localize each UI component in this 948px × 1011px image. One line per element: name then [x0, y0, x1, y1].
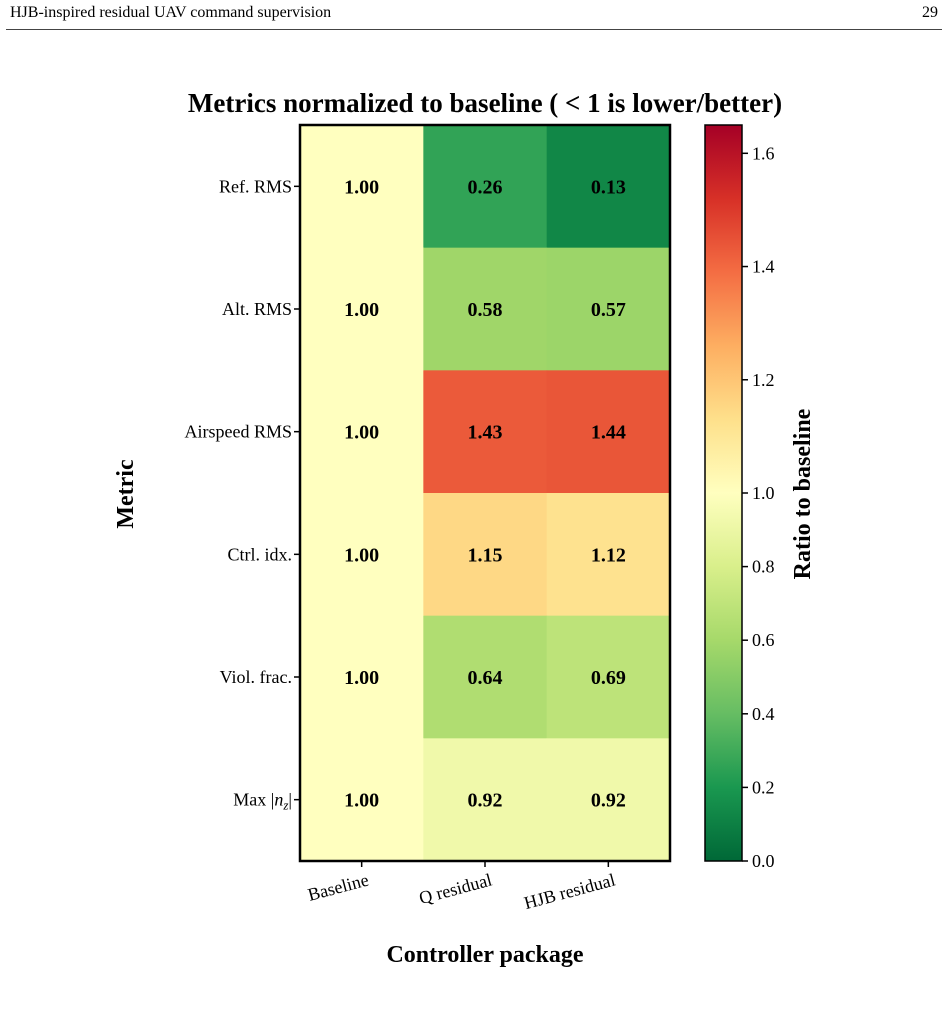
- x-axis-label: Controller package: [386, 942, 583, 968]
- heatmap-cell: [546, 493, 671, 617]
- colorbar-label: Ratio to baseline: [790, 408, 816, 579]
- cell-value-label: 1.44: [591, 422, 626, 444]
- heatmap-cell: [546, 125, 671, 249]
- cell-value-label: 1.43: [468, 422, 503, 444]
- row-tick-label: Airspeed RMS: [185, 422, 293, 442]
- heatmap-cells: [300, 125, 671, 862]
- heatmap-cell: [300, 125, 424, 249]
- column-tick-label: Baseline: [306, 870, 371, 905]
- heatmap-cell: [546, 738, 671, 862]
- cell-value-label: 1.00: [344, 422, 379, 444]
- cell-value-label: 0.92: [591, 790, 626, 812]
- cell-value-label: 0.92: [468, 790, 503, 812]
- colorbar-tick-label: 0.8: [752, 557, 775, 577]
- cell-value-label: 0.69: [591, 667, 626, 689]
- colorbar-tick-label: 0.2: [752, 777, 775, 797]
- cell-value-label: 0.58: [468, 299, 503, 321]
- colorbar-tick-label: 1.4: [752, 257, 775, 277]
- cell-value-label: 1.00: [344, 176, 379, 198]
- row-tick-label: Viol. frac.: [220, 667, 292, 687]
- column-tick-labels: Baseline Q residual HJB residual: [306, 861, 617, 914]
- heatmap-cell: [300, 615, 424, 739]
- cell-value-label: 0.13: [591, 176, 626, 198]
- heatmap-cell: [300, 493, 424, 617]
- colorbar-tick-label: 1.2: [752, 370, 775, 390]
- heatmap-cell: [423, 125, 548, 249]
- colorbar-tick-label: 0.6: [752, 630, 775, 650]
- cell-value-label: 1.12: [591, 544, 626, 566]
- heatmap-cell: [423, 738, 548, 862]
- heatmap-cell: [423, 493, 548, 617]
- heatmap-cell: [546, 370, 671, 494]
- cell-value-label: 1.00: [344, 790, 379, 812]
- colorbar: 0.0 0.2 0.4 0.6 0.8 1.0 1.2 1.4 1.6 Ratio to bas…: [704, 124, 816, 871]
- colorbar-tick-label: 0.4: [752, 704, 775, 724]
- colorbar-ticks: 0.0 0.2 0.4 0.6 0.8 1.0 1.2 1.4 1.6: [742, 143, 775, 871]
- heatmap-cell: [546, 615, 671, 739]
- column-tick-label: Q residual: [417, 870, 494, 909]
- heatmap-cell: [423, 247, 548, 371]
- row-tick-label: Ctrl. idx.: [227, 544, 292, 564]
- cell-value-label: 0.26: [468, 176, 503, 198]
- colorbar-tick-label: 1.0: [752, 483, 775, 503]
- heatmap-cell: [300, 738, 424, 862]
- column-tick-label: HJB residual: [522, 870, 617, 914]
- cell-value-label: 0.57: [591, 299, 626, 321]
- heatmap-cell: [423, 370, 548, 494]
- header-rule: [6, 29, 942, 30]
- heatmap-cell-labels: 1.00 0.26 0.13 1.00 0.58 0.57 1.00 1.43 1.44 1.00…: [344, 176, 626, 811]
- cell-value-label: 1.15: [468, 544, 503, 566]
- running-header: HJB-inspired residual UAV command superv…: [0, 0, 948, 40]
- cell-value-label: 1.00: [344, 544, 379, 566]
- colorbar-tick-label: 1.6: [752, 143, 775, 163]
- y-axis-label: Metric: [113, 459, 139, 529]
- cell-value-label: 1.00: [344, 299, 379, 321]
- row-tick-label: Alt. RMS: [222, 299, 292, 319]
- running-header-title: HJB-inspired residual UAV command superv…: [10, 4, 332, 21]
- cell-value-label: 0.64: [468, 667, 503, 689]
- colorbar-gradient: [704, 124, 743, 862]
- colorbar-tick-label: 0.0: [752, 851, 775, 871]
- row-tick-label: Ref. RMS: [219, 176, 292, 196]
- row-tick-label: Max |nz|: [233, 790, 292, 813]
- row-tick-labels: Ref. RMS Alt. RMS Airspeed RMS Ctrl. idx. Vi…: [185, 176, 300, 813]
- heatmap-cell: [546, 247, 671, 371]
- heatmap-cell: [300, 247, 424, 371]
- page-body-fragment: [175, 989, 855, 1011]
- cell-value-label: 1.00: [344, 667, 379, 689]
- chart-title: Metrics normalized to baseline ( < 1 is …: [188, 88, 782, 118]
- heatmap-cell: [423, 615, 548, 739]
- page-number: 29: [922, 4, 938, 21]
- heatmap-cell: [300, 370, 424, 494]
